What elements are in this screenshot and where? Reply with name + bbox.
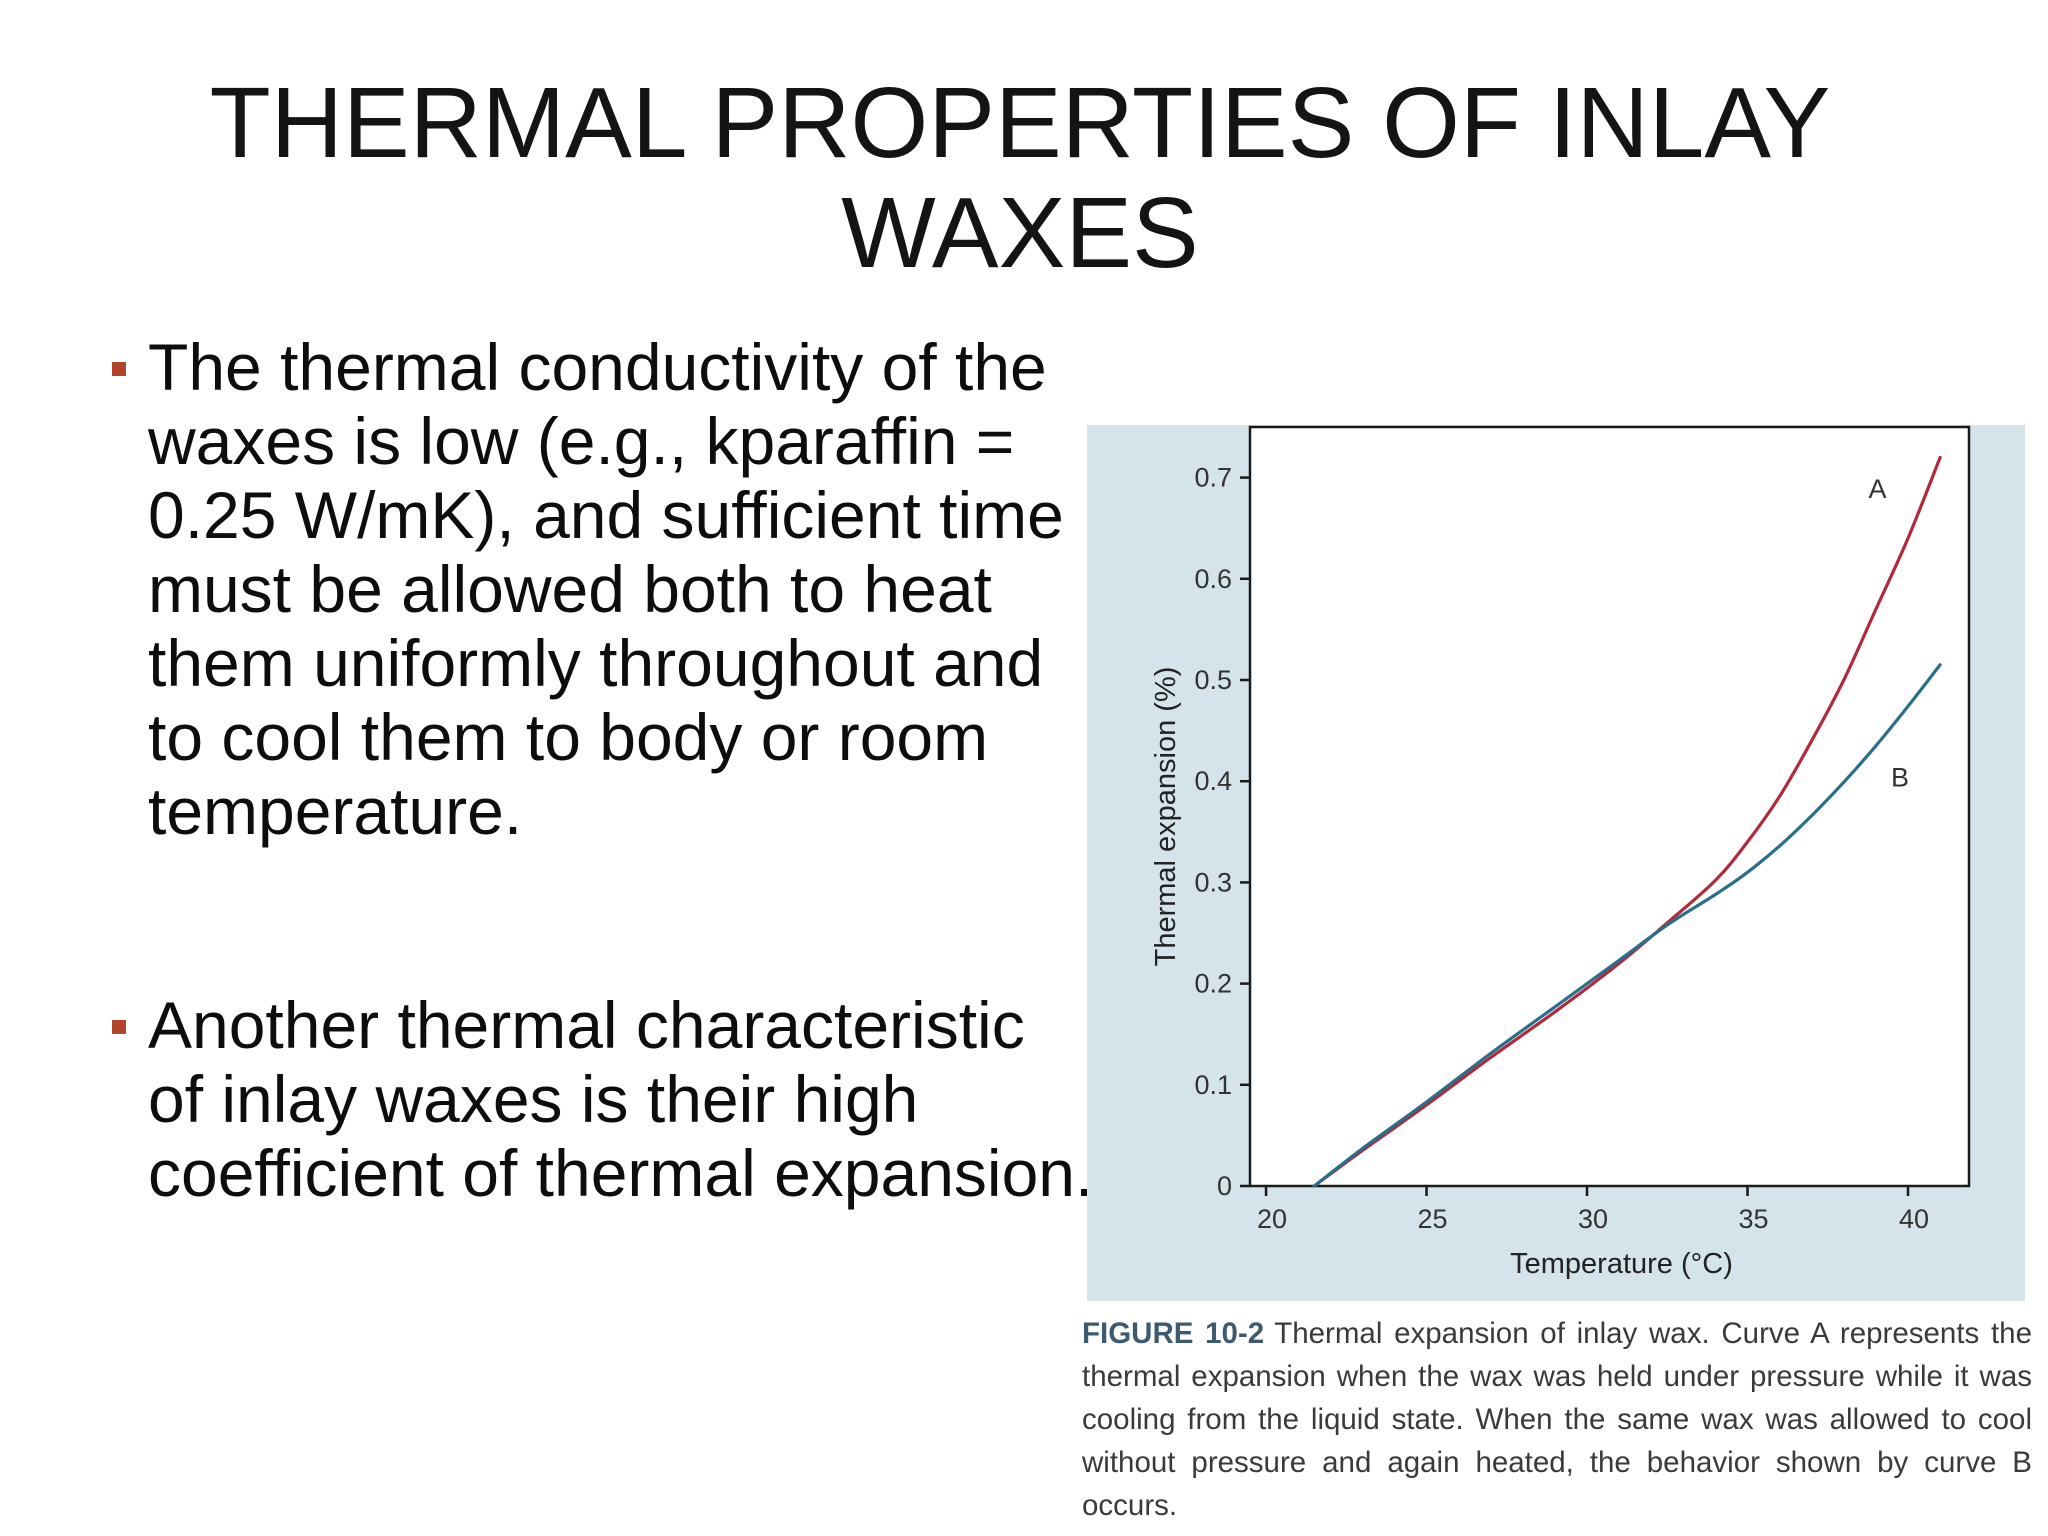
bullet-text: The thermal conductivity of the waxes is…	[148, 330, 1064, 848]
x-tick-label: 40	[1899, 1204, 1929, 1234]
figure-label: FIGURE 10-2	[1082, 1317, 1265, 1350]
x-tick-label: 20	[1257, 1204, 1287, 1234]
square-bullet-icon	[112, 1020, 126, 1034]
y-tick-label: 0	[1217, 1171, 1232, 1201]
plot-frame	[1248, 425, 1971, 1188]
y-tick-label: 0.4	[1194, 766, 1232, 796]
y-tick-label: 0.3	[1194, 867, 1232, 897]
thermal-expansion-chart: 00.10.20.30.40.50.60.7 20 25 30 35 40 AB Tem…	[1150, 425, 1971, 1280]
x-tick-label: 25	[1418, 1204, 1448, 1234]
y-tick-label: 0.6	[1194, 564, 1232, 594]
figure-caption: FIGURE 10-2 Thermal expansion of inlay wa…	[1082, 1312, 2032, 1527]
y-tick-label: 0.5	[1194, 665, 1232, 695]
x-tick-label: 35	[1738, 1204, 1768, 1234]
series-b-line	[1312, 663, 1942, 1188]
y-axis: 0 0.1 0.2 0.3 0.4 0.5 0.6 0.7	[1194, 463, 1250, 1201]
series-b-label: B	[1891, 762, 1909, 792]
y-tick-label: 0.7	[1194, 463, 1232, 493]
bullet-list: The thermal conductivity of the waxes is…	[108, 330, 1098, 1210]
series-layer: AB	[1312, 455, 1942, 1188]
figure-caption-text: Thermal expansion of inlay wax. Curve A …	[1082, 1317, 2032, 1522]
y-tick-label: 0.2	[1194, 969, 1232, 999]
series-a-label: A	[1869, 474, 1887, 504]
square-bullet-icon	[112, 362, 126, 376]
y-axis-title: Thermal expansion (%)	[1150, 667, 1182, 967]
y-tick-label: 0.1	[1194, 1070, 1232, 1100]
series-a-line	[1312, 455, 1942, 1188]
x-axis: 20 25 30 35 40	[1257, 1186, 1929, 1234]
bullet-item-conductivity: The thermal conductivity of the waxes is…	[108, 330, 1098, 848]
bullet-text: Another thermal characteristic of inlay …	[148, 988, 1094, 1210]
x-tick-label: 30	[1578, 1204, 1608, 1234]
x-axis-title: Temperature (°C)	[1510, 1248, 1733, 1280]
bullet-item-expansion: Another thermal characteristic of inlay …	[108, 988, 1098, 1210]
slide-title: THERMAL PROPERTIES OF INLAY WAXES	[209, 67, 1831, 289]
